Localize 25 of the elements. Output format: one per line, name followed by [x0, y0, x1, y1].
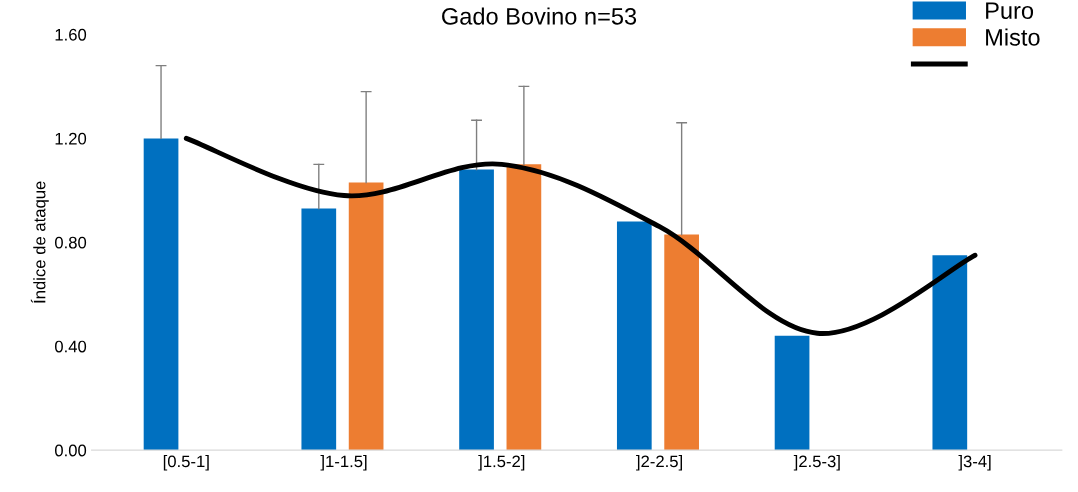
bar [459, 169, 494, 451]
line-series [183, 135, 978, 336]
x-tick-label: ]3-4] [958, 455, 991, 471]
y-tick-label: 0.00 [54, 444, 87, 457]
x-tick-label: ]2-2.5] [636, 455, 682, 471]
y-tick-label: 0.80 [54, 236, 87, 249]
bar [774, 335, 810, 451]
y-axis-title: Índice de ataque [30, 181, 49, 303]
x-tick-label: [0.5-1] [163, 455, 209, 471]
x-tick-label: ]1-1.5] [320, 455, 367, 471]
bar [664, 234, 699, 451]
bar [506, 164, 542, 451]
y-tick-label: 1.20 [55, 132, 87, 145]
y-tick-label: 0.40 [54, 340, 87, 353]
bar [301, 208, 337, 451]
x-tick-label: ]1.5-2] [478, 455, 525, 471]
bar [143, 138, 179, 451]
chart-title: Gado Bovino n=53 [442, 7, 637, 25]
x-tick-label: ]2.5-3] [793, 455, 840, 471]
bar [348, 182, 384, 451]
bar [616, 221, 652, 451]
legend-label: Misto [986, 28, 1040, 46]
legend-label: Puro [986, 2, 1034, 19]
bar [932, 255, 968, 451]
y-tick-label: 1.60 [55, 28, 87, 41]
